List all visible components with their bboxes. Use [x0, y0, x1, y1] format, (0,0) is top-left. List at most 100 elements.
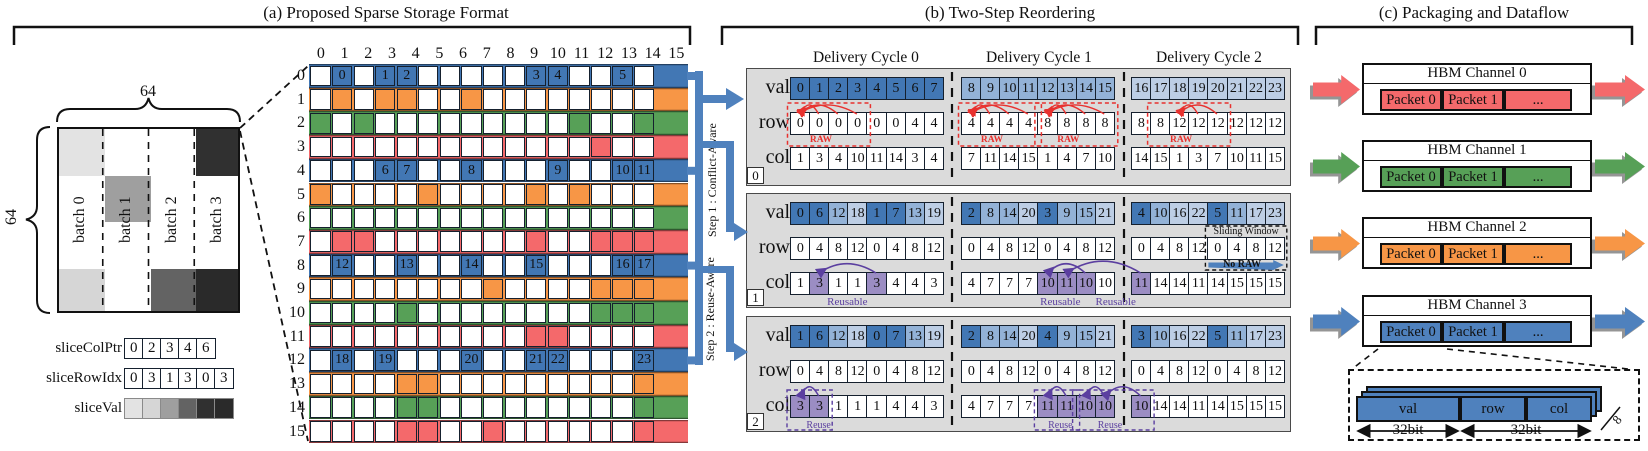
grid-cell	[439, 65, 461, 87]
grid-cell: 10	[612, 160, 633, 181]
col-cell: 10	[1131, 395, 1152, 418]
grid-cell	[461, 184, 482, 205]
grid-cell	[353, 65, 374, 87]
grid-cell	[418, 421, 439, 442]
row-cell: 8	[1075, 237, 1097, 260]
row-cell: 0	[790, 112, 811, 135]
val-cell: 13	[1056, 77, 1078, 100]
grid-col-header: 12	[597, 45, 614, 62]
grid-cell	[461, 207, 482, 229]
val-cell: 3	[1131, 325, 1152, 348]
grid-cell	[418, 397, 439, 418]
grid-cell: 17	[634, 255, 655, 276]
grid-col-header: 10	[549, 45, 566, 62]
grid-cell	[375, 136, 396, 158]
col-cell: 14	[1150, 272, 1171, 295]
col-cell: 1	[847, 395, 868, 418]
grid-row-header: 7	[297, 232, 305, 250]
cycle-header-0: Delivery Cycle 0	[813, 49, 919, 66]
grid-cell	[483, 65, 504, 87]
grid-cell	[547, 255, 568, 276]
no-raw-arrow	[1208, 260, 1284, 270]
grid-cell	[353, 255, 374, 276]
grid-cell	[331, 136, 353, 158]
grid-row-band	[309, 206, 689, 230]
channel-output-arrow	[1595, 152, 1645, 181]
grid-cell	[396, 302, 417, 324]
block-row-label-row: row	[758, 359, 790, 381]
val-cell: 22	[1245, 77, 1267, 100]
reuse-label: Reuse	[1097, 420, 1123, 431]
val-cell: 3	[847, 77, 868, 100]
grid-cell	[590, 255, 612, 276]
grid-row-header: 5	[297, 185, 305, 203]
grid-cell	[590, 349, 612, 371]
val-cell: 4	[1131, 202, 1152, 225]
grid-cell	[483, 184, 504, 205]
packet-0: Packet 0	[1380, 243, 1442, 265]
col-cell: 14	[1150, 395, 1171, 418]
arrow0-body	[703, 95, 726, 103]
block-row-label-row: row	[758, 111, 790, 133]
hbm-channel-2: HBM Channel 2 Packet 0 Packet 1...	[1362, 217, 1592, 269]
val-cell: 1	[809, 77, 830, 100]
packet-1: Packet 1	[1442, 321, 1504, 343]
col-cell: 10	[1094, 147, 1116, 170]
grid-cell	[418, 207, 439, 229]
row-cell: 8	[1094, 112, 1116, 135]
grid-row-band	[309, 111, 689, 136]
grid-cell	[526, 421, 547, 442]
row-cell: 12	[1094, 360, 1116, 383]
col-cell: 7	[980, 395, 1001, 418]
col-cell: 4	[885, 395, 907, 418]
section-bracket-b	[720, 25, 1300, 45]
hbm-channel-title: HBM Channel 1	[1364, 142, 1590, 161]
grid-cell	[569, 112, 590, 134]
grid-cell	[569, 373, 590, 395]
grid-cell	[375, 302, 396, 324]
grid-cell	[504, 184, 525, 205]
grid-cell	[483, 255, 504, 276]
grid-cell	[353, 184, 374, 205]
row-cell: 4	[809, 360, 830, 383]
col-cell: 1	[790, 147, 811, 170]
grid-row-header: 11	[289, 327, 305, 345]
row-cell: 8	[999, 360, 1020, 383]
grid-cell	[310, 231, 331, 253]
val-cell: 19	[923, 325, 945, 348]
val-cell: 22	[1188, 202, 1209, 225]
grid-cell	[634, 136, 655, 158]
grid-cell	[569, 89, 590, 110]
grid-row-header: 9	[297, 280, 305, 298]
grid-cell	[547, 136, 568, 158]
row-cell: 0	[961, 237, 982, 260]
grid-cell	[461, 231, 482, 253]
row-cell: 8	[1245, 237, 1267, 260]
detail-segment-col: col	[1526, 396, 1592, 422]
row-cell: 12	[847, 237, 868, 260]
grid-cell	[526, 326, 547, 347]
grid-cell	[547, 207, 568, 229]
channel-input-arrow	[1313, 307, 1360, 336]
val-cell: 11	[1226, 325, 1248, 348]
col-cell: 11	[1037, 395, 1059, 418]
val-cell: 5	[1207, 325, 1229, 348]
grid-row-stub	[687, 72, 698, 80]
array-cell	[142, 398, 162, 419]
grid-cell	[418, 89, 439, 110]
grid-row-band: 12 13 14 15 16 17	[309, 253, 689, 278]
row-cell: 8	[999, 237, 1020, 260]
val-cell: 13	[904, 202, 926, 225]
grid-cell	[375, 326, 396, 347]
grid-cell	[569, 231, 590, 253]
step2-label: Step 2 : Reuse-Aware	[703, 257, 717, 361]
row-cell: 8	[904, 237, 926, 260]
grid-cell	[483, 136, 504, 158]
grid-cell	[331, 160, 353, 181]
grid-cell	[483, 278, 504, 300]
val-cell: 19	[923, 202, 945, 225]
val-cell: 7	[885, 202, 907, 225]
grid-cell: 9	[547, 160, 568, 181]
grid-cell	[396, 397, 417, 418]
val-cell: 3	[1037, 202, 1059, 225]
